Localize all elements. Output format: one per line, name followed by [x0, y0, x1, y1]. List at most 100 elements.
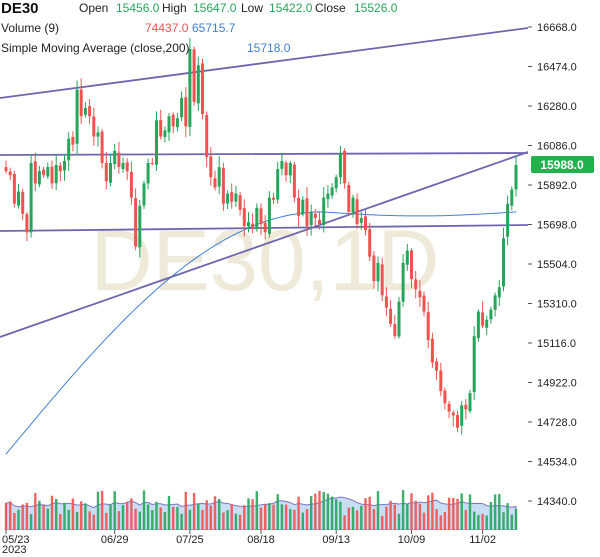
candle-body — [230, 192, 234, 202]
volume-bar — [489, 502, 493, 530]
candle-body — [167, 116, 171, 133]
candle-body — [50, 166, 54, 184]
candle-body — [481, 312, 485, 326]
open-label: Open — [79, 1, 108, 15]
candle-body — [67, 138, 71, 161]
candle-body — [83, 108, 87, 115]
candle-body — [301, 199, 305, 215]
candle-body — [502, 238, 505, 287]
candle-body — [138, 205, 142, 248]
price-tick-label: 16474.0 — [537, 62, 577, 74]
price-axis-background — [528, 0, 600, 530]
candle-body — [489, 309, 493, 320]
volume-bar — [506, 503, 509, 530]
candle-body — [104, 163, 108, 182]
candle-body — [184, 97, 188, 127]
volume-bar — [389, 500, 392, 530]
volume-bar — [414, 500, 417, 530]
volume-bar — [13, 513, 16, 530]
candle-body — [201, 63, 204, 115]
volume-bar — [226, 510, 229, 530]
volume-value-2: 65715.7 — [192, 21, 236, 35]
volume-bar — [222, 512, 225, 530]
candle-body — [313, 213, 317, 218]
price-tick-label: 16086.0 — [537, 141, 577, 153]
volume-bar — [293, 509, 296, 530]
channel-upper-line[interactable] — [0, 27, 529, 99]
time-axis-background — [0, 530, 600, 557]
candle-body — [188, 49, 192, 127]
price-tick-label: 15698.0 — [537, 220, 577, 232]
time-tick-label: 11/02 — [469, 534, 496, 546]
volume-bar — [88, 511, 91, 530]
candle-body — [351, 197, 355, 213]
candle-body — [226, 193, 230, 204]
candle-body — [439, 370, 443, 392]
candle-body — [100, 131, 104, 163]
candle-body — [4, 167, 8, 172]
volume-bar — [197, 503, 200, 530]
candle-body — [217, 167, 221, 187]
candle-body — [159, 120, 163, 137]
time-axis[interactable]: 05/23 06/29 07/25 08/18 09/13 10/09 11/02 — [2, 530, 496, 546]
candle-body — [42, 169, 46, 176]
volume-bar — [401, 490, 405, 530]
volume-bars — [4, 490, 518, 530]
volume-bar — [280, 504, 284, 530]
candle-body — [46, 167, 50, 177]
candle-body — [155, 120, 158, 165]
volume-bar — [447, 497, 451, 530]
volume-bar — [427, 495, 430, 530]
volume-bar — [284, 504, 288, 530]
candle-body — [493, 295, 497, 310]
candle-body — [121, 163, 125, 169]
volume-bar — [180, 513, 183, 530]
time-tick-label: 09/13 — [322, 534, 350, 546]
price-axis[interactable]: 16668.0 16474.0 16280.0 16086.0 15892.0 15698… — [528, 22, 577, 508]
price-tick-label: 14340.0 — [537, 496, 577, 508]
price-tick-label: 15504.0 — [537, 259, 577, 271]
volume-bar — [343, 515, 346, 530]
volume-bar — [435, 509, 438, 530]
volume-bar — [92, 514, 95, 530]
volume-bar — [264, 504, 267, 530]
candle-body — [514, 165, 518, 190]
volume-bar — [9, 501, 12, 530]
candle-body — [171, 114, 175, 127]
resistance-line[interactable] — [0, 152, 529, 156]
volume-bar — [493, 494, 497, 530]
candle-body — [276, 169, 280, 200]
candle-body — [397, 301, 401, 337]
time-tick-label: 07/25 — [176, 534, 204, 546]
volume-bar — [59, 514, 62, 530]
candle-body — [359, 218, 363, 223]
volume-bar — [176, 506, 179, 530]
volume-bar — [502, 512, 505, 530]
volume-bar — [209, 505, 212, 530]
candle-body — [263, 222, 267, 233]
candle-body — [58, 165, 62, 172]
candle-body — [267, 197, 271, 234]
candle-body — [272, 197, 275, 200]
candle-body — [447, 403, 451, 412]
price-tick-label: 14728.0 — [537, 417, 577, 429]
candle-body — [238, 195, 242, 210]
volume-value-1: 74437.0 — [145, 21, 189, 35]
candle-body — [510, 189, 514, 206]
candle-body — [414, 279, 418, 290]
volume-bar — [96, 491, 100, 530]
volume-bar — [301, 512, 304, 530]
volume-bar — [4, 503, 8, 530]
candle-body — [192, 49, 196, 102]
price-tick-label: 15892.0 — [537, 180, 577, 192]
candle-body — [401, 262, 405, 302]
candle-body — [209, 156, 213, 178]
volume-bar — [368, 496, 371, 530]
price-tick-label: 16668.0 — [537, 22, 577, 34]
candle-body — [142, 183, 146, 206]
volume-bar — [213, 496, 217, 530]
candle-body — [96, 132, 100, 137]
channel-lower-line[interactable] — [0, 151, 529, 338]
volume-bar — [113, 491, 116, 530]
